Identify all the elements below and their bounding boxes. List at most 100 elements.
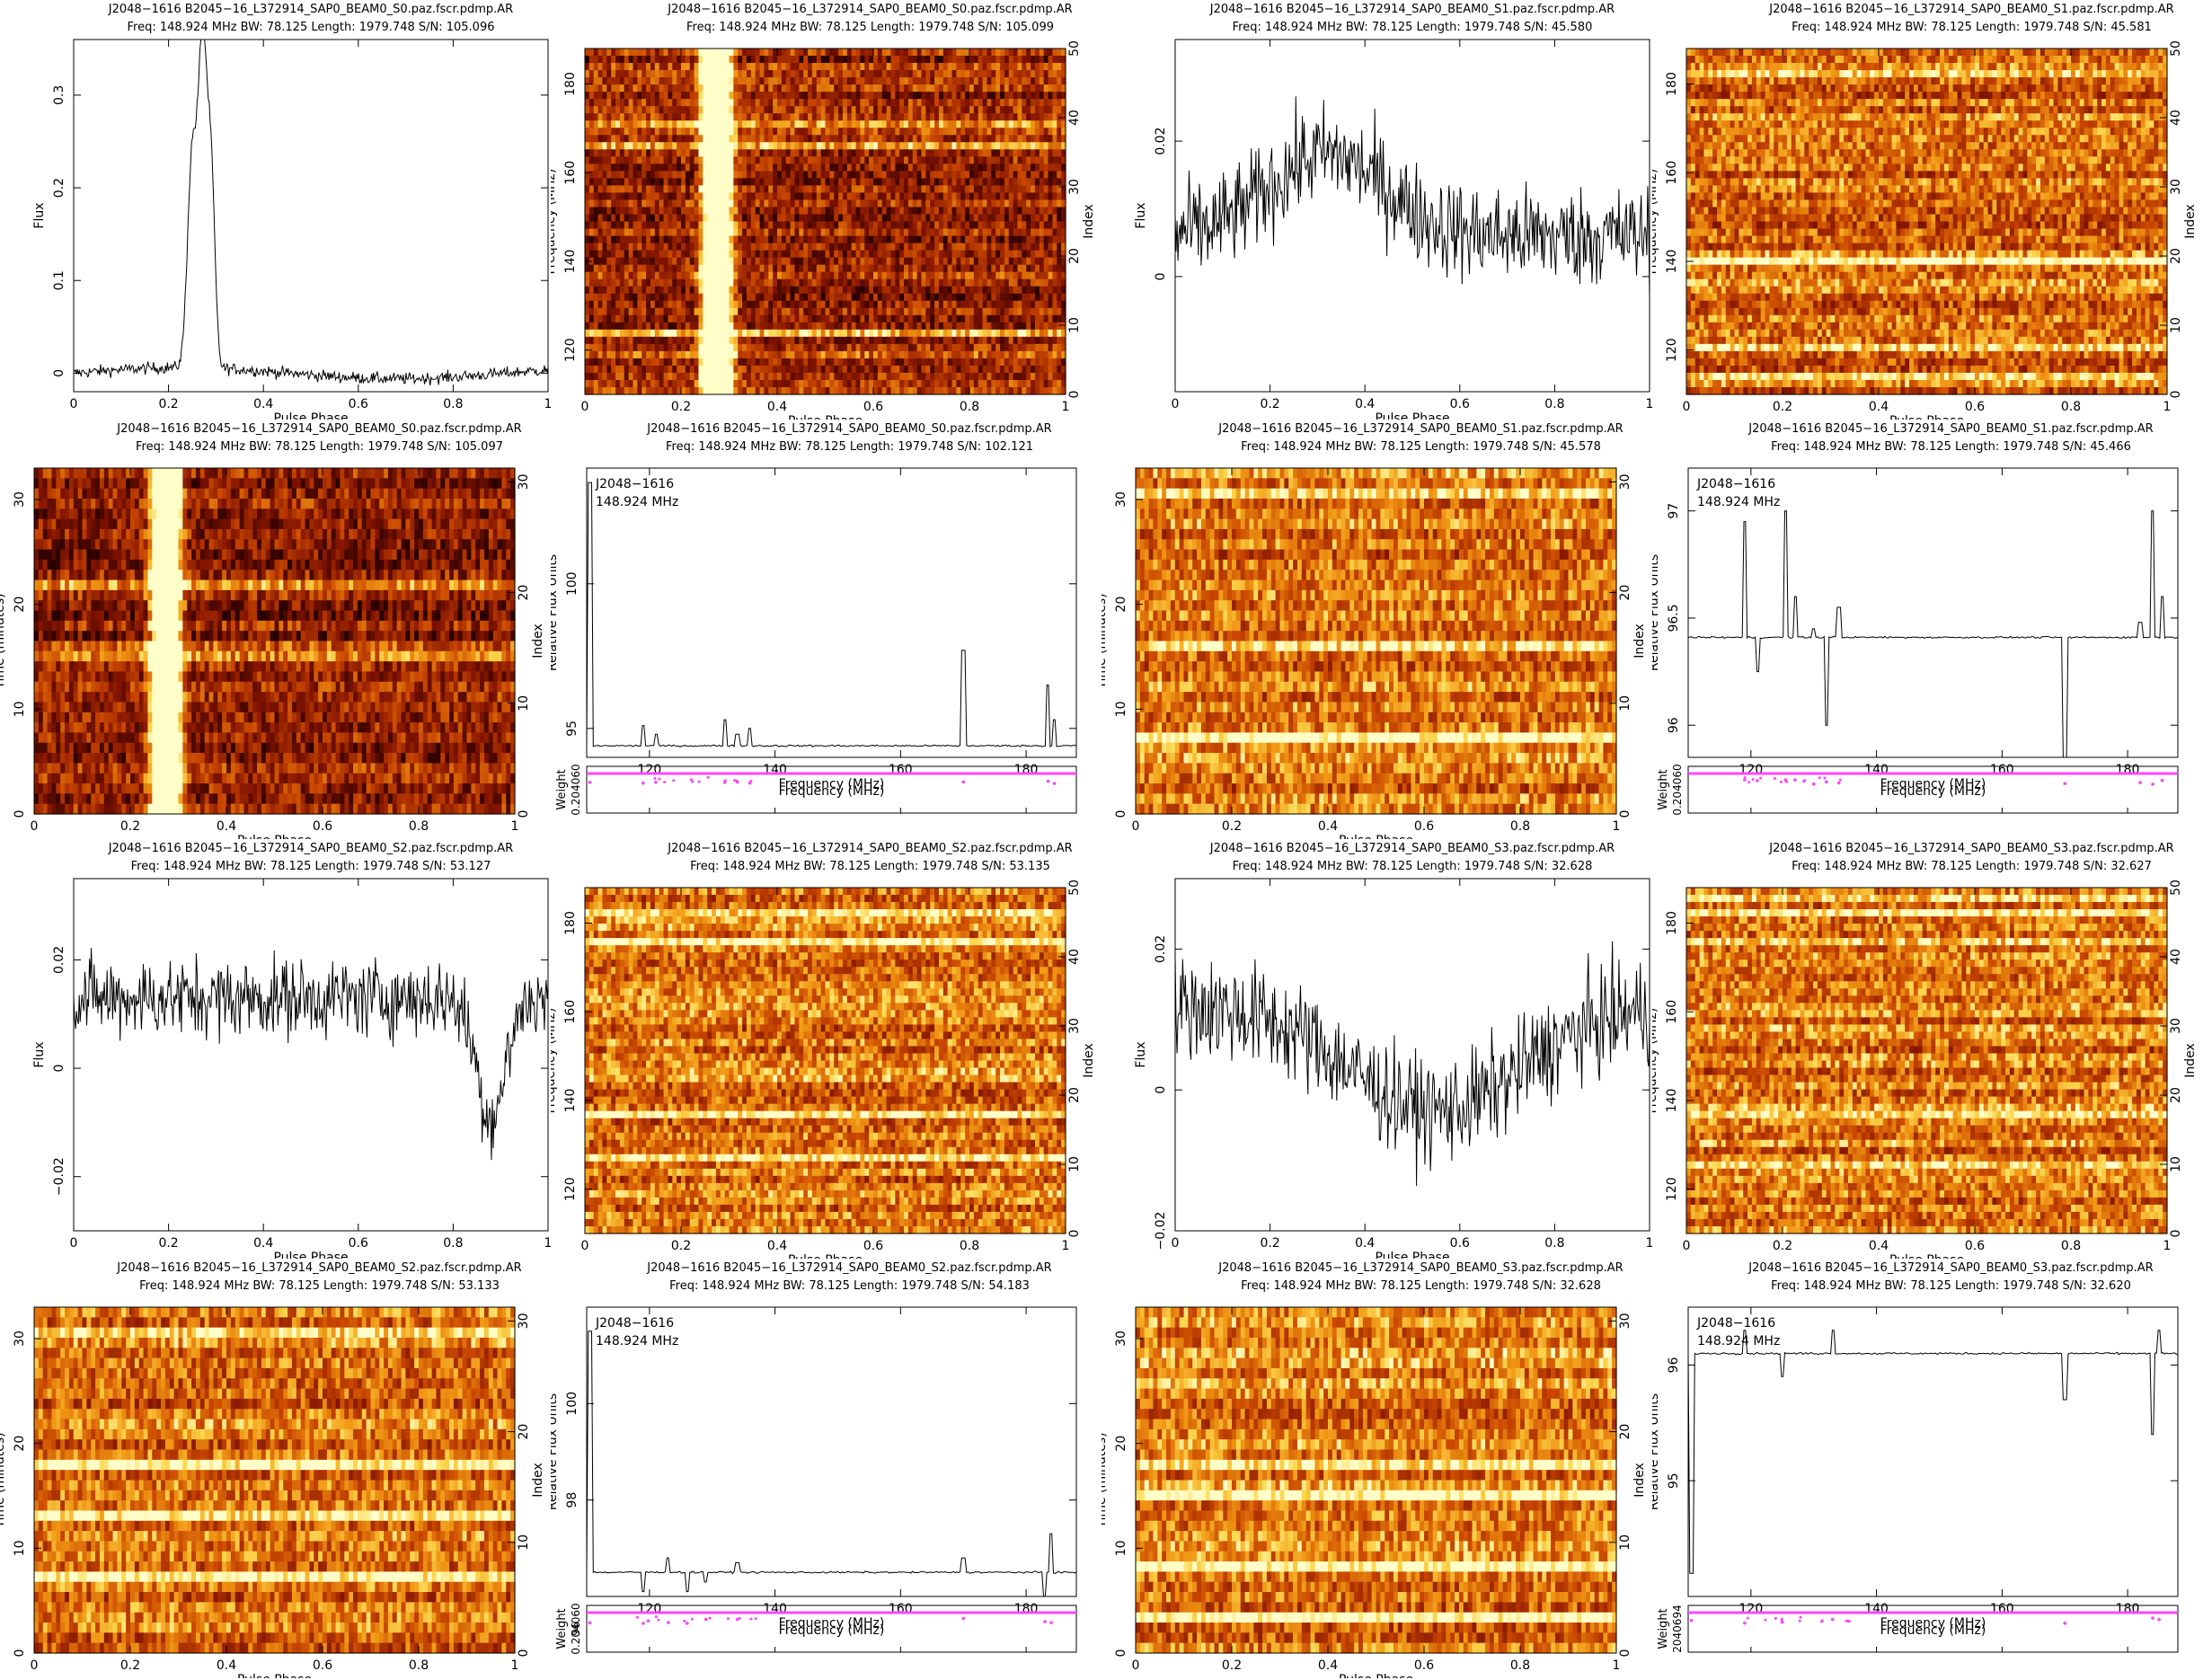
heatmap-cell [890,264,896,273]
heatmap-cell [995,113,1001,121]
heatmap-cell [855,164,862,172]
heatmap-cell [606,350,612,359]
heatmap-cell [703,300,708,309]
heatmap-cell [864,56,870,64]
heatmap-cell [803,314,809,323]
heatmap-cell [982,149,988,157]
heatmap-cell [668,358,673,367]
heatmap-cell [624,164,630,172]
heatmap-cell [904,207,909,216]
heatmap-cell [829,185,835,194]
heatmap-cell [942,279,949,287]
heatmap-cell [755,221,761,230]
heatmap-cell [654,264,660,273]
heatmap-cell [668,199,673,208]
heatmap-cell [597,113,604,121]
heatmap-cell [842,257,848,266]
heatmap-cell [916,149,923,157]
heatmap-cell [1013,286,1019,295]
heatmap-cell [834,192,839,201]
heatmap-cell [628,156,634,164]
heatmap-cell [986,336,992,345]
heatmap-cell [956,135,961,143]
heatmap-cell [886,307,892,316]
heatmap-cell [986,358,992,367]
heatmap-cell [838,279,844,287]
heatmap-cell [659,128,665,136]
heatmap-cell [942,120,949,128]
heatmap-cell [628,307,634,316]
heatmap-cell [768,142,774,150]
heatmap-cell [750,228,756,237]
heatmap-cell [1031,207,1036,216]
heatmap-cell [1057,120,1062,128]
heatmap-cell [965,142,970,150]
heatmap-cell [654,70,660,78]
heatmap-cell [912,178,918,186]
heatmap-cell [799,192,804,201]
heatmap-cell [781,214,787,223]
heatmap-cell [960,49,966,57]
heatmap-cell [886,156,892,164]
heatmap-cell [593,164,599,172]
heatmap-cell [995,279,1001,287]
heatmap-cell [1008,128,1014,136]
heatmap-cell [969,228,975,237]
heatmap-cell [681,156,686,164]
heatmap-cell [934,84,940,93]
heatmap-cell [942,128,949,136]
heatmap-cell [934,77,940,85]
heatmap-cell [895,214,900,223]
heatmap-cell [773,120,778,128]
heatmap-cell [593,235,599,244]
heatmap-cell [808,207,813,216]
heatmap-cell [790,300,796,309]
heatmap-cell [825,286,830,295]
heatmap-cell [916,106,923,114]
heatmap-cell [781,77,787,85]
heatmap-cell [834,279,839,287]
heatmap-cell [982,49,988,57]
heatmap-cell [738,70,743,78]
heatmap-cell [624,128,630,136]
heatmap-cell [864,322,870,331]
heatmap-cell [947,92,953,100]
heatmap-cell [619,113,625,121]
heatmap-cell [1048,149,1054,157]
heatmap-cell [1061,171,1066,179]
heatmap-cell [689,199,695,208]
heatmap-cell [619,243,625,252]
heatmap-cell [860,63,865,71]
heatmap-cell [663,99,669,107]
heatmap-cell [677,156,682,164]
heatmap-cell [720,228,726,237]
heatmap-cell [855,257,862,266]
heatmap-cell [925,243,931,252]
heatmap-cell [1052,235,1057,244]
heatmap-cell [1048,171,1054,179]
heatmap-cell [729,250,734,259]
heatmap-cell [729,336,734,345]
heatmap-cell [619,63,625,71]
heatmap-cell [942,56,949,64]
heatmap-cell [724,149,730,157]
heatmap-cell [991,185,996,194]
heatmap-cell [681,336,686,345]
heatmap-cell [895,322,900,331]
heatmap-cell [720,257,726,266]
heatmap-cell [995,336,1001,345]
heatmap-cell [803,221,809,230]
heatmap-cell [1000,92,1005,100]
heatmap-cell [895,307,900,316]
heatmap-cell [1048,142,1054,150]
heatmap-cell [899,185,905,194]
heatmap-cell [729,164,734,172]
heatmap-cell [960,350,966,359]
heatmap-cell [1039,350,1045,359]
heatmap-cell [1013,92,1019,100]
heatmap-cell [1026,135,1031,143]
heatmap-cell [991,228,996,237]
heatmap-cell [764,307,769,316]
heatmap-cell [904,185,909,194]
heatmap-cell [1048,300,1054,309]
